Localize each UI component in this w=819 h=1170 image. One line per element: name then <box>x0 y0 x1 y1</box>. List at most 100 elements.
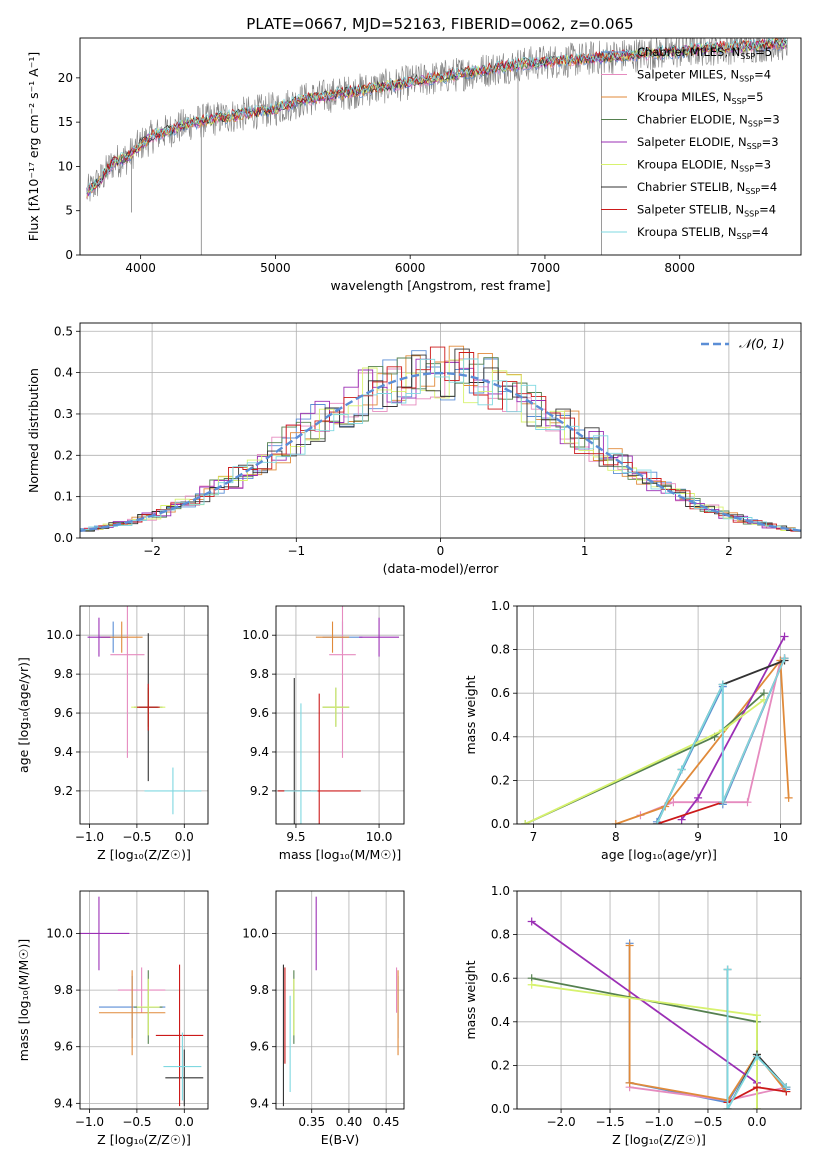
y-tick-label: 9.8 <box>54 983 73 997</box>
weight-line <box>531 920 758 1084</box>
plot-area <box>80 345 801 533</box>
mass_vs_Z-panel: −1.0 −0.5 0.0 9.4 9.6 9.8 10.0 Z [log₁₀(Z/Z☉)] m… <box>16 890 209 1147</box>
legend-entry: Kroupa MILES, NSSP=5 <box>637 90 763 106</box>
legend-entry: Chabrier MILES, NSSP=5 <box>637 45 772 61</box>
y-tick-label: 9.2 <box>250 784 269 798</box>
axes-frame <box>79 890 209 1110</box>
x-tick-label: 6000 <box>395 261 426 275</box>
legend-entry: Chabrier ELODIE, NSSP=3 <box>637 113 780 129</box>
x-tick-label: 9.5 <box>286 830 305 844</box>
x-tick-label: 4000 <box>125 261 156 275</box>
plot-area <box>521 632 793 824</box>
axes-frame <box>79 37 802 256</box>
axes-frame <box>79 605 209 825</box>
legend-entry: Salpeter ELODIE, NSSP=3 <box>637 135 779 151</box>
x-tick-label: 0.35 <box>298 1115 325 1129</box>
x-tick-label: 7 <box>530 830 538 844</box>
x-tick-label: −1.0 <box>644 1115 673 1129</box>
y-tick-label: 0.2 <box>491 1058 510 1072</box>
weight-line <box>726 969 787 1109</box>
weight-marker <box>723 1105 732 1109</box>
x-tick-label: 7000 <box>530 261 561 275</box>
y-tick-label: 9.8 <box>250 983 269 997</box>
y-tick-label: 0.6 <box>491 686 510 700</box>
x-axis-label: Z [log₁₀(Z/Z☉)] <box>97 1132 191 1147</box>
weight-marker <box>677 815 686 824</box>
y-tick-label: 9.6 <box>54 706 73 720</box>
axes-frame <box>275 890 405 1110</box>
weight-marker <box>752 1011 761 1020</box>
x-tick-label: −1.0 <box>75 830 104 844</box>
y-tick-label: 10.0 <box>242 926 269 940</box>
x-axis-label: age [log₁₀(age/yr)] <box>601 847 717 862</box>
y-tick-label: 0.8 <box>491 643 510 657</box>
weight-marker <box>527 917 536 926</box>
x-axis-label: Z [log₁₀(Z/Z☉)] <box>612 1132 706 1147</box>
weight-marker <box>780 654 789 663</box>
y-tick-label: 0.4 <box>491 1015 510 1029</box>
y-tick-label: 9.8 <box>250 667 269 681</box>
y-tick-label: 10.0 <box>46 628 73 642</box>
spectrum-model-line <box>86 38 788 194</box>
x-axis-label: wavelength [Angstrom, rest frame] <box>330 278 550 293</box>
y-tick-label: 0.1 <box>54 490 73 504</box>
y-axis-label: Flux [fλ10⁻¹⁷ erg cm⁻² s⁻¹ A⁻¹] <box>26 52 41 241</box>
y-tick-label: 10.0 <box>46 926 73 940</box>
weight-marker <box>780 632 789 641</box>
legend-entry: 𝒩(0, 1) <box>739 336 785 351</box>
weight-marker <box>782 1083 791 1092</box>
weight-marker <box>752 1052 761 1061</box>
y-tick-label: 5 <box>65 204 73 218</box>
y-tick-label: 0.3 <box>54 407 73 421</box>
x-tick-label: 0.0 <box>175 830 194 844</box>
normal-reference-curve <box>80 371 801 533</box>
y-tick-label: 0.2 <box>54 448 73 462</box>
y-tick-label: 0.0 <box>54 531 73 545</box>
x-tick-label: 0.0 <box>747 1115 766 1129</box>
y-tick-label: 9.4 <box>250 745 269 759</box>
y-tick-label: 0.0 <box>491 817 510 831</box>
y-tick-label: 9.2 <box>54 784 73 798</box>
plot-area <box>87 606 202 815</box>
weight-marker <box>669 798 678 807</box>
x-tick-label: 0.45 <box>373 1115 400 1129</box>
mass_weight_vs_Z-panel: −2.0 −1.5 −1.0 −0.5 0.0 0.0 0.2 0.4 0.6 0.8 1.0 Z [… <box>463 884 802 1147</box>
x-tick-label: 0.40 <box>336 1115 363 1129</box>
age_vs_Z-panel: −1.0 −0.5 0.0 9.2 9.4 9.6 9.8 10.0 Z [log₁₀(Z/Z☉… <box>16 605 209 862</box>
weight-marker <box>723 965 732 974</box>
y-tick-label: 0.4 <box>491 730 510 744</box>
y-tick-label: 0.0 <box>491 1102 510 1116</box>
y-axis-label: mass weight <box>463 960 478 1039</box>
y-tick-label: 9.8 <box>54 667 73 681</box>
x-tick-label: 10.0 <box>366 830 393 844</box>
x-axis-label: Z [log₁₀(Z/Z☉)] <box>97 847 191 862</box>
axes-frame <box>516 890 802 1110</box>
x-tick-label: −1 <box>287 544 305 558</box>
x-axis-label: E(B-V) <box>321 1132 360 1147</box>
weight-marker <box>521 820 530 824</box>
weight-marker <box>752 1083 761 1092</box>
y-tick-label: 0 <box>65 248 73 262</box>
plot-area <box>277 606 400 824</box>
weight-marker <box>752 1105 761 1109</box>
y-tick-label: 0.8 <box>491 928 510 942</box>
x-tick-label: 8000 <box>664 261 695 275</box>
weight-marker <box>718 798 727 807</box>
x-tick-label: 5000 <box>260 261 291 275</box>
x-tick-label: 0.0 <box>175 1115 194 1129</box>
plot-area <box>527 917 791 1109</box>
y-tick-label: 9.4 <box>54 745 73 759</box>
weight-marker <box>527 980 536 989</box>
figure-title: PLATE=0667, MJD=52163, FIBERID=0062, z=0… <box>246 15 633 33</box>
y-tick-label: 15 <box>58 115 73 129</box>
y-axis-label: Normed distribution <box>26 368 41 493</box>
y-tick-label: 9.6 <box>250 1040 269 1054</box>
y-tick-label: 0.2 <box>491 773 510 787</box>
y-tick-label: 9.6 <box>54 1040 73 1054</box>
axes-frame <box>275 605 405 825</box>
x-tick-label: −0.5 <box>122 830 151 844</box>
x-tick-label: −1.0 <box>75 1115 104 1129</box>
legend-entry: Salpeter STELIB, NSSP=4 <box>637 203 776 219</box>
